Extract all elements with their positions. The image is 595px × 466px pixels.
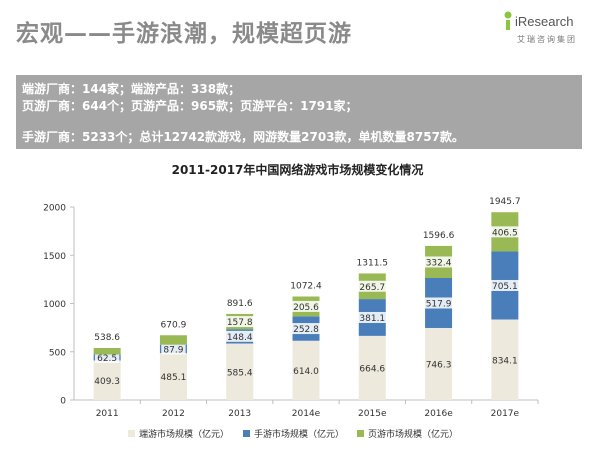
data-label-bg — [161, 343, 186, 355]
y-tick-label: 1000 — [43, 300, 66, 310]
legend-label: 端游市场规模（亿元） — [139, 428, 229, 440]
bar-segment — [425, 327, 453, 400]
data-label-bg — [291, 300, 321, 312]
data-label: 157.8 — [227, 318, 253, 328]
data-label: 705.1 — [492, 282, 518, 292]
data-label: 148.4 — [227, 333, 253, 343]
y-tick-label: 0 — [60, 397, 66, 407]
banner-line-pc-games: 端游厂商：144家；端游产品：338款； — [22, 82, 241, 96]
bar-segment — [491, 319, 519, 400]
data-label-bg — [291, 323, 321, 335]
bar-segment — [358, 335, 386, 400]
total-label: 891.6 — [227, 299, 253, 309]
y-tick-label: 2000 — [43, 204, 66, 214]
data-label: 409.3 — [94, 377, 120, 387]
x-tick-label: 2011 — [96, 409, 119, 419]
legend-label: 手游市场规模（亿元） — [254, 428, 344, 440]
data-label-bg — [94, 351, 120, 363]
chart-title: 2011-2017年中国网络游戏市场规模变化情况 — [171, 163, 424, 177]
data-label: 664.6 — [359, 364, 385, 374]
x-tick-label: 2012 — [162, 409, 185, 419]
data-label: 746.3 — [426, 360, 452, 370]
data-label: 252.8 — [293, 325, 319, 335]
data-label: 614.0 — [293, 367, 319, 377]
data-label-bg — [357, 280, 388, 292]
data-label: 485.1 — [161, 373, 187, 383]
legend-label: 页游市场规模（亿元） — [368, 428, 458, 440]
data-label: 585.4 — [227, 368, 253, 378]
data-label: 406.5 — [492, 228, 518, 238]
x-tick-label: 2014e — [292, 409, 321, 419]
data-label: 62.5 — [97, 354, 117, 364]
data-label: 834.1 — [492, 356, 518, 366]
summary-banner: 端游厂商：144家；端游产品：338款； 页游厂商：644个；页游产品：965款… — [16, 75, 582, 149]
data-label: 332.4 — [426, 258, 452, 268]
data-label: 205.6 — [293, 303, 319, 313]
logo-text: iResearch — [515, 14, 574, 29]
total-label: 1945.7 — [489, 197, 521, 207]
data-label-bg — [489, 279, 520, 291]
legend-swatch — [243, 430, 250, 437]
total-label: 1072.4 — [290, 282, 322, 292]
bar-segment — [292, 340, 320, 400]
logo-subtext: 艾瑞咨询集团 — [517, 35, 577, 44]
bar-segment — [226, 343, 254, 400]
data-label-bg — [423, 256, 454, 268]
legend-swatch — [128, 430, 135, 437]
data-label-bg — [357, 311, 388, 323]
x-tick-label: 2015e — [358, 409, 387, 419]
bar-segment — [159, 353, 187, 400]
iresearch-logo: iResearch 艾瑞咨询集团 — [503, 10, 581, 52]
bar-segment — [93, 360, 121, 400]
total-label: 1311.5 — [357, 258, 389, 268]
y-tick-label: 1500 — [43, 252, 66, 262]
logo-mark-icon — [504, 11, 512, 30]
data-label-bg — [224, 330, 255, 342]
banner-line-mobile-games: 手游厂商：5233个；总计12742款游戏，网游数量2703款，单机数量8757… — [22, 130, 464, 144]
data-label: 265.7 — [359, 283, 385, 293]
total-label: 538.6 — [94, 333, 120, 343]
y-tick-label: 500 — [49, 348, 66, 358]
data-label: 517.9 — [426, 299, 452, 309]
x-tick-label: 2013 — [228, 409, 251, 419]
total-label: 1596.6 — [423, 231, 455, 241]
banner-line-web-games: 页游厂商：644个；页游产品：965款；页游平台：1791家； — [22, 99, 358, 113]
data-label: 381.1 — [359, 314, 385, 324]
bar-segment — [159, 335, 187, 345]
bar-segment — [93, 348, 121, 355]
x-tick-label: 2017e — [491, 409, 520, 419]
data-label-bg — [489, 226, 520, 238]
data-label: 87.9 — [163, 345, 183, 355]
data-label-bg — [423, 297, 454, 309]
total-label: 670.9 — [161, 320, 187, 330]
data-label-bg — [224, 316, 255, 328]
page-title: 宏观——手游浪潮，规模超页游 — [16, 21, 352, 47]
x-tick-label: 2016e — [424, 409, 453, 419]
legend-swatch — [357, 430, 364, 437]
